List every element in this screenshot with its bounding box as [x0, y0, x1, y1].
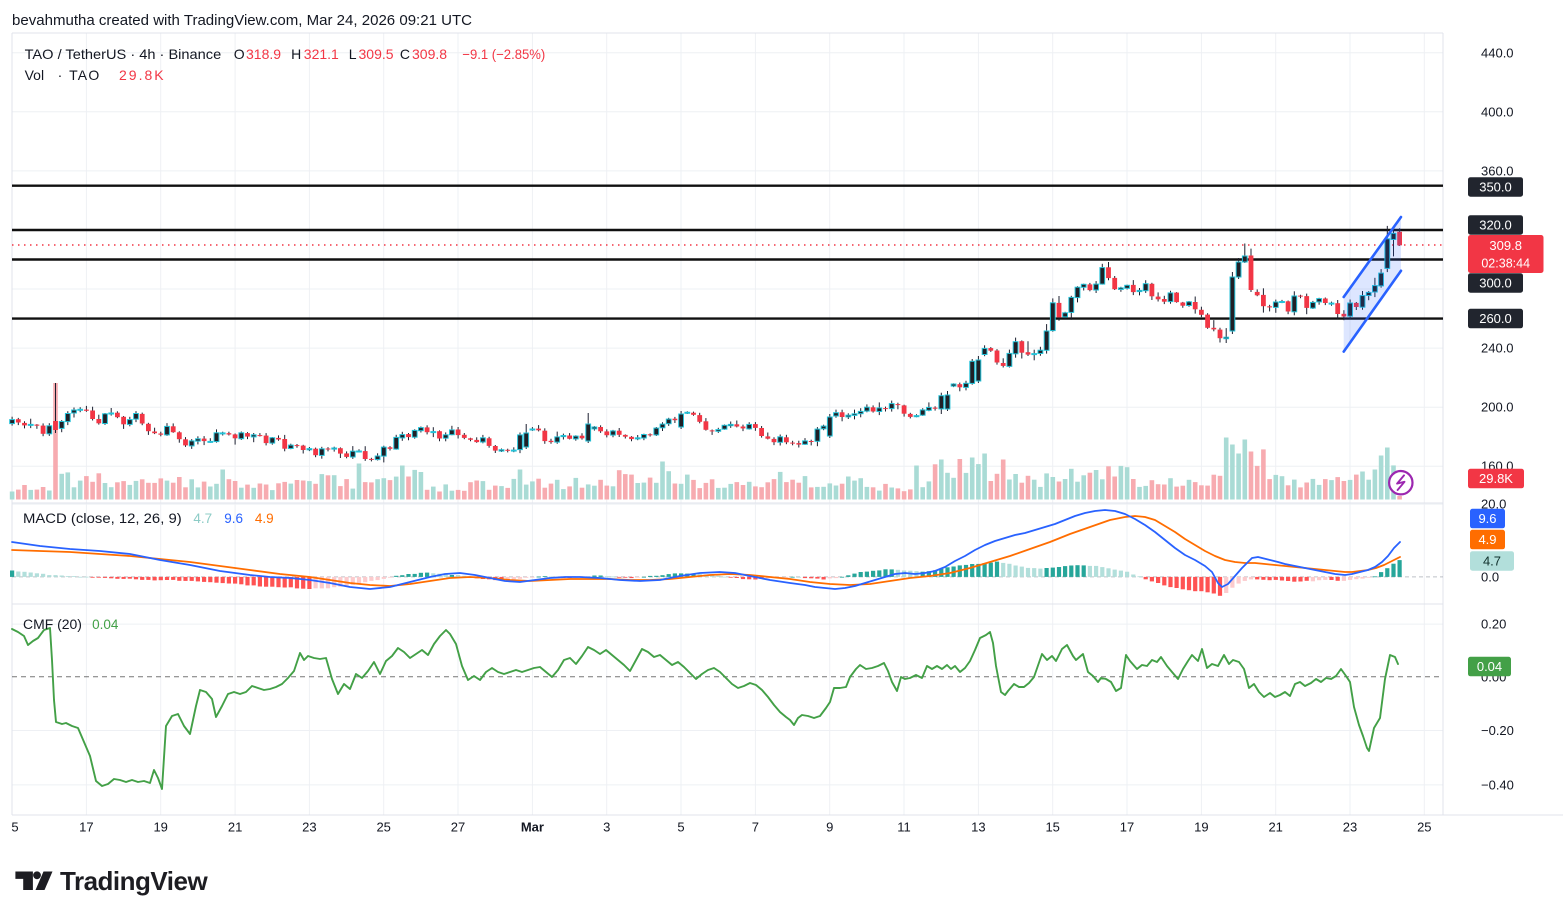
- svg-text:TradingView: TradingView: [60, 866, 208, 896]
- svg-text:3: 3: [603, 820, 610, 835]
- svg-text:309.8: 309.8: [1489, 238, 1522, 253]
- svg-text:−0.40: −0.40: [1481, 777, 1514, 792]
- svg-text:02:38:44: 02:38:44: [1481, 257, 1530, 271]
- svg-text:21: 21: [1268, 820, 1282, 835]
- svg-text:9: 9: [826, 820, 833, 835]
- svg-text:19: 19: [153, 820, 167, 835]
- svg-text:440.0: 440.0: [1481, 45, 1514, 60]
- svg-text:15: 15: [1045, 820, 1059, 835]
- svg-text:9.6: 9.6: [1478, 511, 1496, 526]
- svg-text:0.20: 0.20: [1481, 617, 1506, 632]
- svg-text:4.7: 4.7: [193, 511, 212, 526]
- svg-text:27: 27: [451, 820, 465, 835]
- svg-text:360.0: 360.0: [1481, 163, 1514, 178]
- svg-text:TAO: TAO: [69, 67, 100, 83]
- svg-text:L: L: [349, 46, 357, 62]
- svg-text:Vol: Vol: [25, 67, 44, 83]
- svg-text:−0.20: −0.20: [1481, 723, 1514, 738]
- svg-text:13: 13: [971, 820, 985, 835]
- svg-text:H: H: [291, 46, 301, 62]
- svg-text:240.0: 240.0: [1481, 341, 1514, 356]
- svg-text:7: 7: [752, 820, 759, 835]
- svg-text:309.5: 309.5: [359, 46, 394, 62]
- svg-text:200.0: 200.0: [1481, 400, 1514, 415]
- svg-text:19: 19: [1194, 820, 1208, 835]
- svg-text:9.6: 9.6: [224, 511, 243, 526]
- svg-text:20.0: 20.0: [1481, 497, 1506, 512]
- svg-text:11: 11: [897, 820, 911, 835]
- svg-text:29.8K: 29.8K: [1479, 471, 1513, 486]
- svg-text:MACD (close, 12, 26, 9): MACD (close, 12, 26, 9): [23, 511, 182, 526]
- svg-text:23: 23: [302, 820, 316, 835]
- svg-text:25: 25: [1417, 820, 1431, 835]
- svg-text:0.04: 0.04: [1477, 659, 1502, 674]
- svg-text:CMF (20): CMF (20): [23, 617, 82, 632]
- svg-text:C: C: [400, 46, 410, 62]
- svg-text:4.9: 4.9: [1478, 532, 1496, 547]
- svg-text:29.8K: 29.8K: [119, 67, 166, 83]
- svg-text:23: 23: [1343, 820, 1357, 835]
- svg-text:321.1: 321.1: [304, 46, 339, 62]
- svg-text:5: 5: [677, 820, 684, 835]
- svg-text:5: 5: [11, 820, 18, 835]
- svg-text:300.0: 300.0: [1479, 276, 1512, 291]
- svg-text:21: 21: [228, 820, 242, 835]
- svg-text:260.0: 260.0: [1479, 311, 1512, 326]
- svg-text:350.0: 350.0: [1479, 180, 1512, 195]
- svg-text:O: O: [234, 46, 245, 62]
- svg-text:17: 17: [1120, 820, 1134, 835]
- svg-text:4.7: 4.7: [1483, 554, 1501, 569]
- svg-text:400.0: 400.0: [1481, 104, 1514, 119]
- svg-text:·: ·: [58, 67, 63, 83]
- svg-text:−9.1 (−2.85%): −9.1 (−2.85%): [462, 46, 545, 62]
- svg-text:0.0: 0.0: [1481, 569, 1499, 584]
- svg-text:320.0: 320.0: [1479, 218, 1512, 233]
- svg-text:17: 17: [79, 820, 93, 835]
- svg-text:0.04: 0.04: [92, 617, 119, 632]
- svg-text:TAO / TetherUS · 4h · Binance: TAO / TetherUS · 4h · Binance: [25, 46, 222, 62]
- svg-text:309.8: 309.8: [412, 46, 447, 62]
- svg-text:Mar: Mar: [521, 820, 544, 835]
- svg-text:318.9: 318.9: [246, 46, 281, 62]
- svg-text:25: 25: [376, 820, 390, 835]
- svg-text:bevahmutha created with Tradin: bevahmutha created with TradingView.com,…: [12, 12, 472, 29]
- svg-text:4.9: 4.9: [255, 511, 274, 526]
